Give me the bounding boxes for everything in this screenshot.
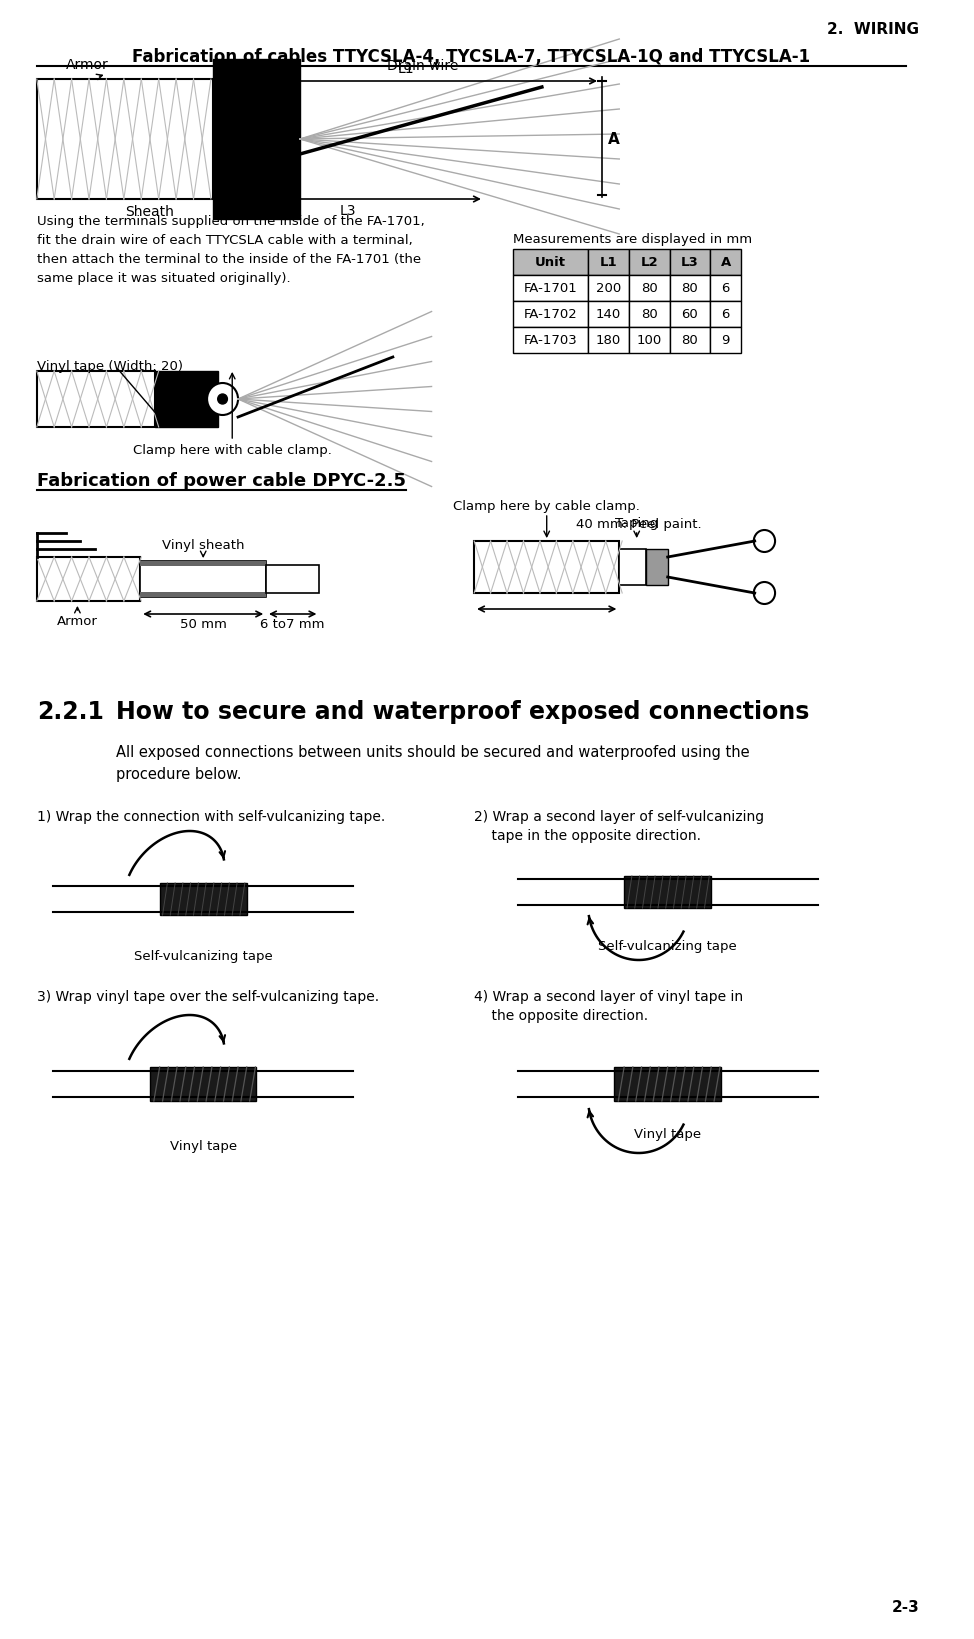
Text: FA-1701: FA-1701 — [524, 282, 578, 295]
Bar — [710, 302, 741, 328]
Text: 2-3: 2-3 — [891, 1600, 919, 1614]
Text: FA-1703: FA-1703 — [524, 334, 578, 347]
Bar — [140, 562, 266, 567]
Bar — [513, 328, 588, 354]
Text: Drain wire: Drain wire — [387, 59, 459, 74]
Bar — [647, 549, 667, 585]
Bar — [588, 302, 629, 328]
Bar — [669, 328, 710, 354]
Bar — [619, 549, 647, 585]
Bar — [155, 372, 218, 428]
Circle shape — [207, 384, 238, 416]
Bar — [669, 249, 710, 275]
Text: L3: L3 — [681, 256, 698, 269]
Text: 6: 6 — [722, 282, 730, 295]
Text: Armor: Armor — [56, 615, 97, 628]
Bar — [710, 275, 741, 302]
Text: 100: 100 — [637, 334, 662, 347]
Text: A: A — [608, 133, 619, 148]
Text: 4) Wrap a second layer of vinyl tape in
    the opposite direction.: 4) Wrap a second layer of vinyl tape in … — [474, 990, 743, 1023]
Text: Using the terminals supplied on the inside of the FA-1701,
fit the drain wire of: Using the terminals supplied on the insi… — [37, 215, 425, 285]
Circle shape — [754, 582, 775, 605]
Text: 40 mm: Peel paint.: 40 mm: Peel paint. — [576, 518, 701, 531]
Bar — [629, 328, 669, 354]
Text: Self-vulcanizing tape: Self-vulcanizing tape — [133, 949, 273, 962]
Text: L3: L3 — [340, 203, 356, 218]
Text: Measurements are displayed in mm: Measurements are displayed in mm — [513, 233, 752, 246]
Text: 1) Wrap the connection with self-vulcanizing tape.: 1) Wrap the connection with self-vulcani… — [37, 810, 385, 823]
Bar — [588, 328, 629, 354]
Bar — [160, 883, 246, 916]
Text: 2.2.1: 2.2.1 — [37, 700, 103, 723]
Text: All exposed connections between units should be secured and waterproofed using t: All exposed connections between units sh… — [116, 744, 750, 782]
Bar — [669, 275, 710, 302]
Text: Unit: Unit — [535, 256, 566, 269]
Bar — [629, 249, 669, 275]
Text: Taping: Taping — [615, 516, 658, 529]
Text: Clamp here by cable clamp.: Clamp here by cable clamp. — [453, 500, 640, 513]
Text: L1: L1 — [398, 62, 415, 75]
Bar — [710, 249, 741, 275]
Text: 80: 80 — [641, 282, 657, 295]
Text: 60: 60 — [682, 308, 698, 321]
Text: 3) Wrap vinyl tape over the self-vulcanizing tape.: 3) Wrap vinyl tape over the self-vulcani… — [37, 990, 379, 1003]
Text: 80: 80 — [641, 308, 657, 321]
Text: 180: 180 — [596, 334, 621, 347]
Text: 80: 80 — [682, 282, 698, 295]
Text: Self-vulcanizing tape: Self-vulcanizing tape — [598, 939, 737, 952]
Bar — [588, 275, 629, 302]
Bar — [150, 1067, 256, 1101]
Bar — [140, 562, 266, 598]
Bar — [266, 565, 319, 593]
Bar — [37, 80, 213, 200]
Text: L2: L2 — [248, 85, 265, 98]
Text: How to secure and waterproof exposed connections: How to secure and waterproof exposed con… — [116, 700, 809, 723]
Text: 9: 9 — [722, 334, 730, 347]
Bar — [629, 302, 669, 328]
Bar — [710, 328, 741, 354]
Text: Fabrication of power cable DPYC-2.5: Fabrication of power cable DPYC-2.5 — [37, 472, 406, 490]
Bar — [513, 249, 588, 275]
Bar — [474, 541, 619, 593]
Text: Vinyl tape (Width: 20): Vinyl tape (Width: 20) — [37, 361, 183, 372]
Circle shape — [754, 531, 775, 552]
Text: 50 mm: 50 mm — [180, 618, 227, 631]
Text: Armor: Armor — [65, 57, 108, 72]
Text: 2.  WIRING: 2. WIRING — [827, 21, 919, 38]
Text: Sheath: Sheath — [126, 205, 174, 220]
Bar — [615, 1067, 721, 1101]
Text: A: A — [721, 256, 730, 269]
Text: Vinyl tape: Vinyl tape — [634, 1128, 701, 1141]
Text: FA-1702: FA-1702 — [524, 308, 578, 321]
Bar — [140, 593, 266, 598]
Text: Vinyl tape: Vinyl tape — [169, 1139, 237, 1152]
Text: 80: 80 — [682, 334, 698, 347]
Text: 140: 140 — [596, 308, 621, 321]
Text: 200: 200 — [596, 282, 621, 295]
Text: 6 to7 mm: 6 to7 mm — [260, 618, 325, 631]
Bar — [629, 275, 669, 302]
Text: L1: L1 — [600, 256, 618, 269]
Bar — [37, 557, 140, 602]
Circle shape — [218, 395, 227, 405]
Bar — [513, 302, 588, 328]
Bar — [513, 275, 588, 302]
Text: 2) Wrap a second layer of self-vulcanizing
    tape in the opposite direction.: 2) Wrap a second layer of self-vulcanizi… — [474, 810, 765, 842]
Bar — [37, 372, 155, 428]
Bar — [624, 877, 711, 908]
Bar — [588, 249, 629, 275]
Text: Vinyl sheath: Vinyl sheath — [162, 539, 244, 552]
Text: Fabrication of cables TTYCSLA-4, TYCSLA-7, TTYCSLA-1Q and TTYCSLA-1: Fabrication of cables TTYCSLA-4, TYCSLA-… — [132, 48, 810, 66]
Bar — [669, 302, 710, 328]
Text: L2: L2 — [641, 256, 658, 269]
Bar — [213, 61, 300, 220]
Text: Clamp here with cable clamp.: Clamp here with cable clamp. — [132, 444, 332, 457]
Text: 6: 6 — [722, 308, 730, 321]
